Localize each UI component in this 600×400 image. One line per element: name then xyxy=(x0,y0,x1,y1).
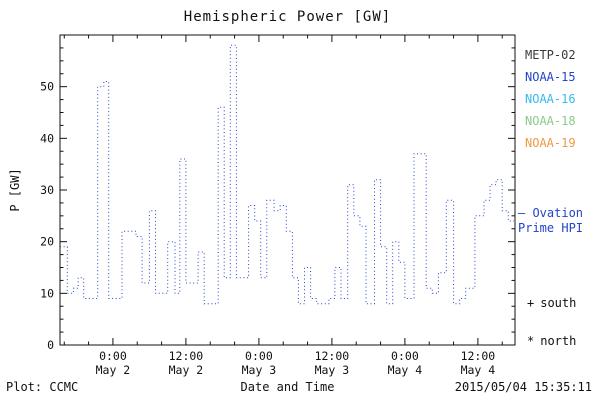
plot-source-label: Plot: CCMC xyxy=(6,380,79,394)
legend-item-noaa16: NOAA-16 xyxy=(525,92,576,106)
y-tick-label: 20 xyxy=(40,235,54,249)
x-axis-label: Date and Time xyxy=(240,380,335,394)
ovation-annotation-line2: Prime HPI xyxy=(518,221,584,235)
x-tick-time-label: 12:00 xyxy=(315,349,350,363)
y-tick-label: 50 xyxy=(40,80,54,94)
x-tick-date-label: May 2 xyxy=(169,363,204,377)
plot-frame xyxy=(59,34,516,346)
marker-south-label: south xyxy=(540,296,577,310)
marker-legend-south: + south xyxy=(527,296,576,310)
x-tick-date-label: May 4 xyxy=(388,363,423,377)
ovation-annotation-line1: — Ovation xyxy=(518,206,584,220)
x-tick-date-label: May 2 xyxy=(96,363,131,377)
y-tick-label: 30 xyxy=(40,183,54,197)
asterisk-marker-icon: * xyxy=(527,334,535,348)
x-tick-date-label: May 3 xyxy=(315,363,350,377)
plot-timestamp: 2015/05/04 15:35:11 xyxy=(454,380,592,394)
legend-item-noaa19: NOAA-19 xyxy=(525,136,576,150)
satellite-legend: METP-02 NOAA-15 NOAA-16 NOAA-18 NOAA-19 xyxy=(525,44,576,154)
x-tick-date-label: May 4 xyxy=(461,363,496,377)
marker-legend-north: * north xyxy=(527,334,576,348)
y-tick-label: 0 xyxy=(47,338,54,352)
hpi-series-line xyxy=(60,44,514,305)
x-tick-time-label: 0:00 xyxy=(99,349,127,363)
legend-item-metp02: METP-02 xyxy=(525,48,576,62)
x-tick-time-label: 0:00 xyxy=(245,349,273,363)
y-tick-label: 10 xyxy=(40,286,54,300)
marker-north-label: north xyxy=(540,334,577,348)
plus-marker-icon: + xyxy=(527,296,535,310)
y-tick-label: 40 xyxy=(40,131,54,145)
legend-item-noaa15: NOAA-15 xyxy=(525,70,576,84)
legend-item-noaa18: NOAA-18 xyxy=(525,114,576,128)
x-tick-date-label: May 3 xyxy=(242,363,277,377)
x-tick-time-label: 0:00 xyxy=(391,349,419,363)
x-tick-time-label: 12:00 xyxy=(169,349,204,363)
ovation-prime-annotation: — Ovation Prime HPI xyxy=(518,206,583,236)
chart-title: Hemispheric Power [GW] xyxy=(183,9,392,25)
x-tick-time-label: 12:00 xyxy=(461,349,496,363)
